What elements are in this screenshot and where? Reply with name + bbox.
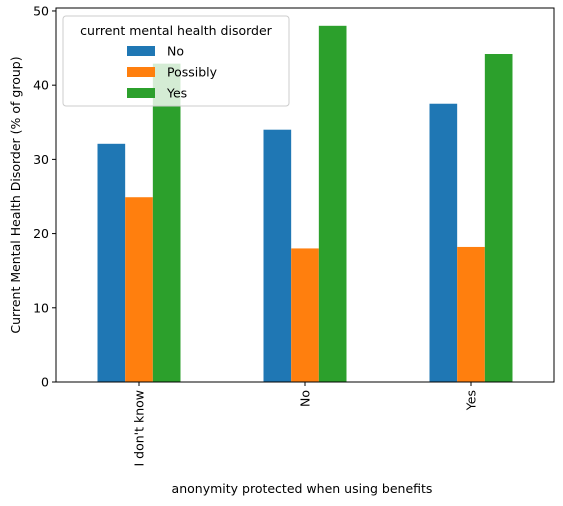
y-axis-label: Current Mental Health Disorder (% of gro… — [8, 56, 23, 333]
bar-yes-0 — [152, 63, 181, 383]
bars-group — [97, 25, 513, 383]
bar-no-0 — [97, 143, 126, 382]
x-axis-label: anonymity protected when using benefits — [172, 481, 433, 496]
legend-label: No — [167, 44, 184, 59]
y-tick-label: 20 — [33, 226, 49, 241]
bar-possibly-0 — [125, 197, 153, 382]
legend-swatch — [127, 67, 155, 77]
y-tick-label: 30 — [33, 152, 49, 167]
plot-frame — [55, 7, 555, 383]
legend-swatch — [127, 46, 155, 56]
x-tick-label: No — [298, 390, 313, 407]
bar-yes-1 — [318, 25, 347, 383]
legend-items: No Possibly Yes — [127, 44, 218, 101]
x-tick-label: I don't know — [132, 390, 147, 467]
bar-yes-2 — [484, 54, 513, 383]
bar-possibly-2 — [457, 246, 485, 382]
legend-box — [62, 15, 290, 107]
y-tick-label: 40 — [33, 78, 49, 93]
y-tick-label: 0 — [41, 375, 49, 390]
y-tick-label: 10 — [33, 300, 49, 315]
y-tick-label: 50 — [33, 3, 49, 18]
bar-possibly-1 — [291, 248, 319, 382]
x-axis-ticks: I don't know No Yes — [132, 382, 479, 467]
bar-no-1 — [263, 129, 292, 382]
x-tick-label: Yes — [464, 390, 479, 411]
legend-title: current mental health disorder — [80, 23, 273, 38]
bar-no-2 — [429, 103, 458, 382]
legend-swatch — [127, 88, 155, 98]
legend-label: Yes — [166, 86, 187, 101]
legend: current mental health disorder No Possibl… — [62, 15, 290, 107]
y-axis-ticks: 0 10 20 30 40 50 — [33, 3, 56, 390]
legend-label: Possibly — [167, 65, 218, 80]
